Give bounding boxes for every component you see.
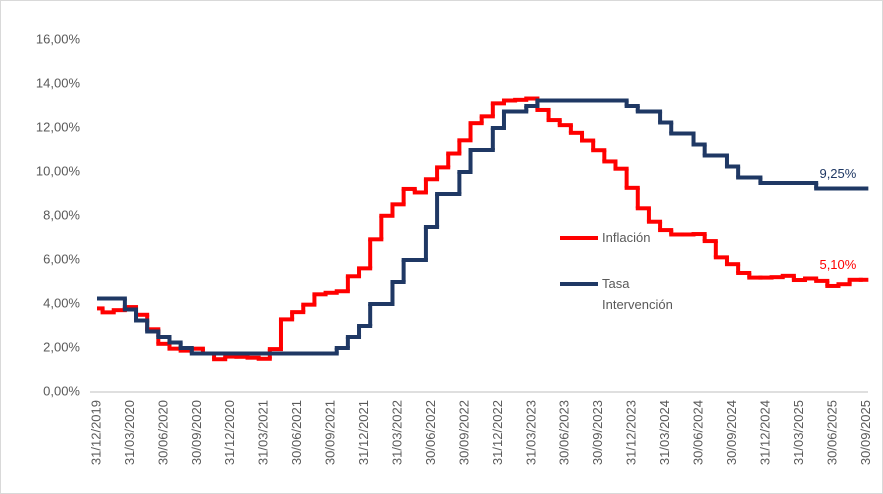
x-tick-label: 30/09/2021	[323, 400, 338, 465]
data-label: 5,10%	[819, 257, 856, 272]
y-tick-label: 0,00%	[43, 383, 80, 398]
x-tick-label: 31/12/2022	[490, 400, 505, 465]
x-tick-label: 30/06/2020	[155, 400, 170, 465]
x-tick-label: 31/12/2023	[624, 400, 639, 465]
x-tick-label: 31/03/2020	[122, 400, 137, 465]
y-tick-label: 4,00%	[43, 295, 80, 310]
y-tick-label: 16,00%	[36, 31, 81, 46]
legend-label: Tasa Intervención	[602, 276, 673, 312]
x-tick-label: 31/12/2019	[88, 400, 103, 465]
x-tick-label: 30/09/2022	[456, 400, 471, 465]
x-tick-label: 31/03/2022	[389, 400, 404, 465]
x-tick-label: 30/06/2023	[557, 400, 572, 465]
x-tick-label: 30/09/2025	[858, 400, 873, 465]
x-tick-label: 30/09/2020	[189, 400, 204, 465]
y-tick-label: 2,00%	[43, 339, 80, 354]
x-tick-label: 31/12/2024	[757, 400, 772, 465]
x-tick-label: 31/12/2020	[222, 400, 237, 465]
x-tick-label: 31/12/2021	[356, 400, 371, 465]
x-tick-label: 31/03/2021	[256, 400, 271, 465]
x-tick-label: 30/06/2021	[289, 400, 304, 465]
x-tick-label: 31/03/2025	[791, 400, 806, 465]
x-tick-label: 30/09/2023	[590, 400, 605, 465]
x-tick-label: 31/03/2024	[657, 400, 672, 465]
x-tick-label: 30/09/2024	[724, 400, 739, 465]
y-tick-label: 14,00%	[36, 75, 81, 90]
y-tick-label: 6,00%	[43, 251, 80, 266]
x-tick-label: 30/06/2022	[423, 400, 438, 465]
y-tick-label: 8,00%	[43, 207, 80, 222]
x-tick-label: 31/03/2023	[523, 400, 538, 465]
x-tick-label: 30/06/2024	[691, 400, 706, 465]
legend-label: Inflación	[602, 230, 651, 245]
y-tick-label: 10,00%	[36, 163, 81, 178]
x-tick-label: 30/06/2025	[824, 400, 839, 465]
y-tick-label: 12,00%	[36, 119, 81, 134]
data-label: 9,25%	[819, 166, 856, 181]
